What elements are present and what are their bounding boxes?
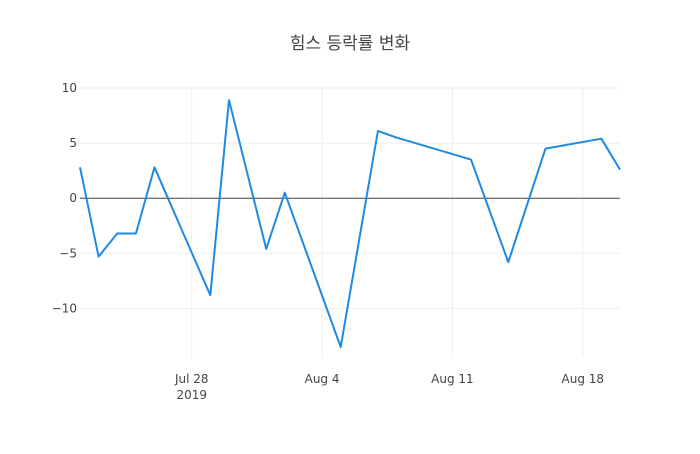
x-tick-label: Aug 18: [562, 372, 605, 386]
y-tick-label: 5: [69, 136, 77, 150]
series-layer: [79, 99, 621, 348]
y-axis-ticks: 10 5 0 −5 −10: [52, 81, 77, 315]
x-tick-year-label: 2019: [176, 388, 207, 402]
y-tick-label: −5: [59, 246, 77, 260]
x-tick-label: Aug 11: [431, 372, 474, 386]
y-tick-label: −10: [52, 301, 77, 315]
chart-title: 힘스 등락률 변화: [290, 34, 411, 54]
series-line: [79, 99, 621, 348]
x-axis-ticks: Jul 28 2019 Aug 4 Aug 11 Aug 18: [174, 372, 604, 402]
y-tick-label: 0: [69, 191, 77, 205]
y-tick-label: 10: [62, 81, 77, 95]
x-tick-label: Jul 28: [174, 372, 209, 386]
x-tick-label: Aug 4: [305, 372, 340, 386]
gridlines: [80, 87, 620, 358]
